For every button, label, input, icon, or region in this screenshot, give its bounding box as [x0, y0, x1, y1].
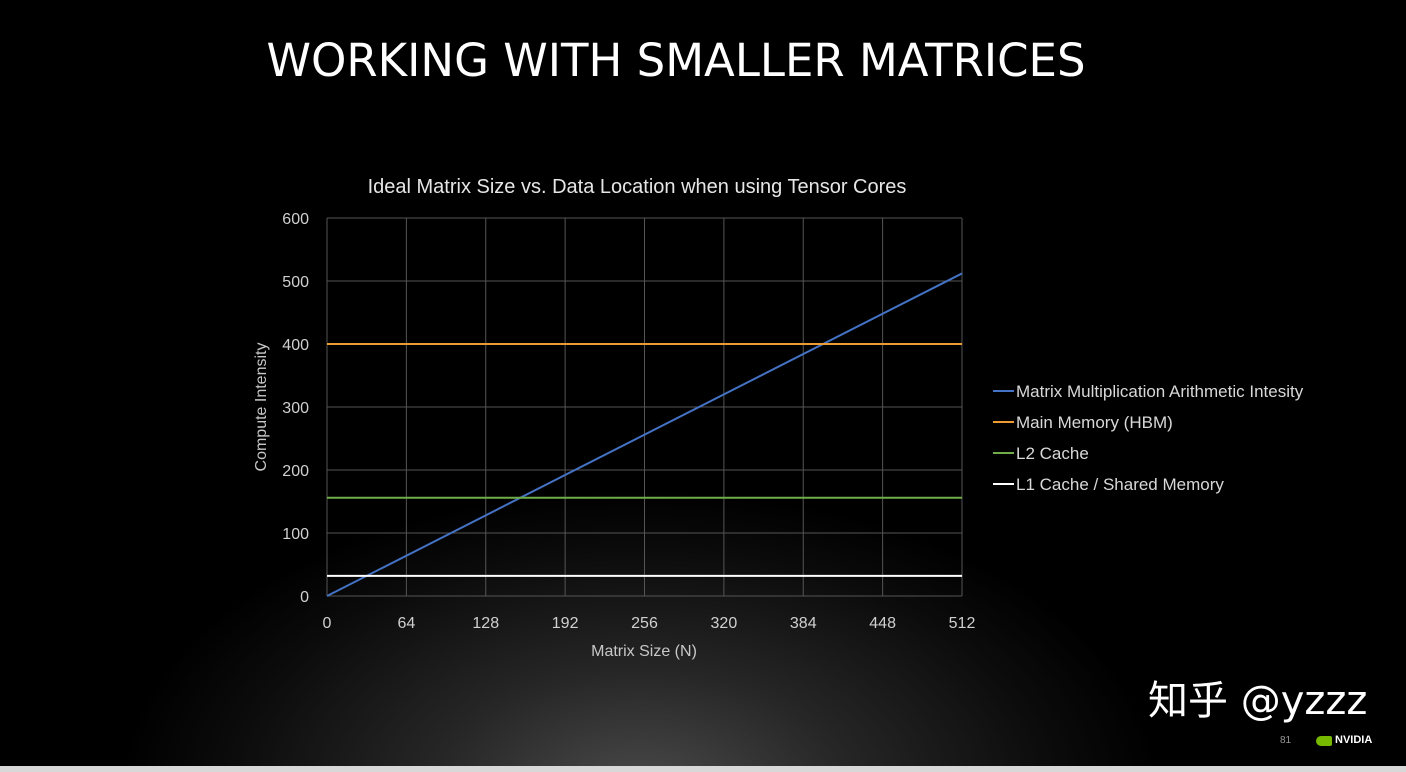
- brand-name: NVIDIA: [1335, 734, 1373, 746]
- tick-labels: 0 64 128 192 256 320 384 448 512 0 100 200 300 400 500…: [282, 211, 975, 632]
- y-axis-label: Compute Intensity: [253, 343, 270, 472]
- nvidia-eye-icon: [1316, 735, 1332, 746]
- x-tick-label: 384: [790, 615, 817, 632]
- y-tick-label: 300: [282, 400, 309, 417]
- legend-label: Matrix Multiplication Arithmetic Intesit…: [1016, 382, 1304, 401]
- y-tick-label: 400: [282, 337, 309, 354]
- nvidia-logo: NVIDIA: [1316, 734, 1372, 747]
- legend-label: L2 Cache: [1016, 444, 1089, 463]
- x-tick-label: 256: [631, 615, 658, 632]
- series-lines: [326, 272, 963, 597]
- page-number: 81: [1280, 735, 1292, 746]
- x-tick-label: 320: [711, 615, 738, 632]
- slide-title: WORKING WITH SMALLER MATRICES: [266, 34, 1086, 87]
- chart-title: Ideal Matrix Size vs. Data Location when…: [368, 176, 907, 198]
- x-tick-label: 512: [949, 615, 976, 632]
- y-tick-label: 600: [282, 211, 309, 228]
- bottom-bar: [0, 766, 1406, 772]
- y-tick-label: 100: [282, 526, 309, 543]
- x-tick-label: 448: [869, 615, 896, 632]
- legend-label: Main Memory (HBM): [1016, 413, 1173, 432]
- y-tick-label: 200: [282, 463, 309, 480]
- y-tick-label: 0: [300, 589, 309, 606]
- watermark: 知乎 @yzzz: [1148, 678, 1368, 724]
- legend-label: L1 Cache / Shared Memory: [1016, 475, 1224, 494]
- x-axis-label: Matrix Size (N): [591, 643, 697, 660]
- legend: Matrix Multiplication Arithmetic Intesit…: [993, 382, 1304, 494]
- x-tick-label: 128: [472, 615, 499, 632]
- y-tick-label: 500: [282, 274, 309, 291]
- series-line: [326, 272, 963, 597]
- x-tick-label: 192: [552, 615, 579, 632]
- x-tick-label: 0: [323, 615, 332, 632]
- x-tick-label: 64: [397, 615, 415, 632]
- grid: [326, 217, 963, 597]
